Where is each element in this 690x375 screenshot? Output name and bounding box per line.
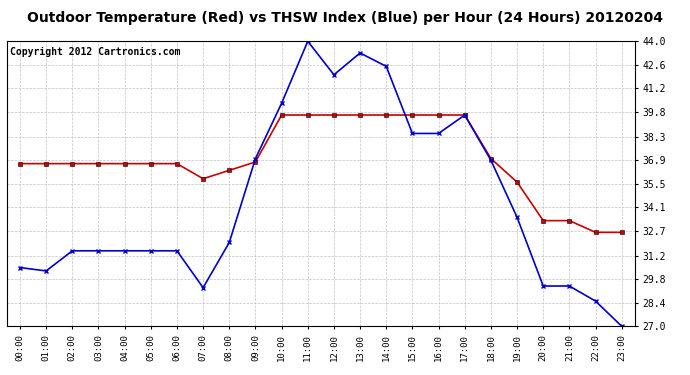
- Text: Outdoor Temperature (Red) vs THSW Index (Blue) per Hour (24 Hours) 20120204: Outdoor Temperature (Red) vs THSW Index …: [27, 11, 663, 25]
- Text: Copyright 2012 Cartronics.com: Copyright 2012 Cartronics.com: [10, 47, 180, 57]
